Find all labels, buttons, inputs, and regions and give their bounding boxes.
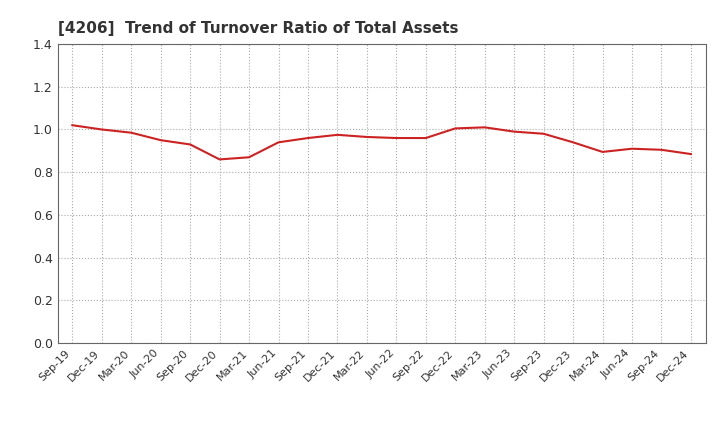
Text: [4206]  Trend of Turnover Ratio of Total Assets: [4206] Trend of Turnover Ratio of Total … xyxy=(58,21,458,36)
